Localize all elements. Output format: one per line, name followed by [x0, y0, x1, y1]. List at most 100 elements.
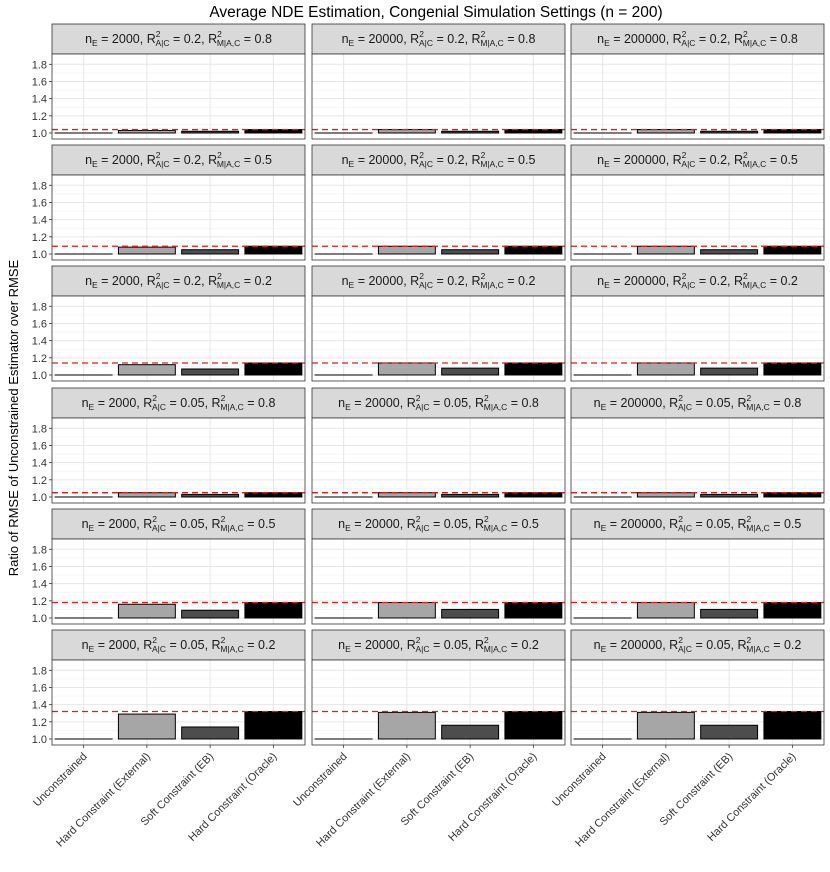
y-tick-label: 1.0: [32, 370, 47, 382]
bar-hard-constraint-oracle: [763, 711, 822, 740]
facet-panel: nE = 200000, R2 A|C = 0.2, R2 M|A,C = 0.5: [570, 144, 825, 261]
y-tick-label: 1.2: [32, 353, 47, 365]
y-tick-label: 1.2: [32, 596, 47, 608]
panel-border: [51, 538, 306, 625]
facet-panel: nE = 2000, R2 A|C = 0.2, R2 M|A,C = 0.2 1.0…: [32, 265, 306, 382]
bar-hard-constraint-oracle: [763, 602, 822, 619]
panel-border: [311, 174, 566, 261]
panel-border: [311, 53, 566, 140]
facet-strip: [311, 387, 566, 419]
plot-background: [52, 418, 305, 503]
facet-panel: nE = 200000, R2 A|C = 0.2, R2 M|A,C = 0.2: [570, 265, 825, 382]
facet-strip: [311, 508, 566, 540]
bar-soft-constraint-eb: [181, 368, 240, 376]
plot-background: [312, 54, 565, 139]
facet-panel: nE = 2000, R2 A|C = 0.05, R2 M|A,C = 0.8 1.…: [32, 387, 306, 504]
facet-strip: [51, 629, 306, 661]
panel-border: [570, 417, 825, 504]
facet-strip: [570, 144, 825, 176]
bar-hard-constraint-external: [636, 711, 695, 740]
facet-strip-label: nE = 20000, R2 A|C = 0.2, R2 M|A,C = 0.5: [342, 150, 536, 169]
y-axis-title: Ratio of RMSE of Unconstrained Estimator…: [6, 259, 21, 576]
facet-strip-label: nE = 200000, R2 A|C = 0.2, R2 M|A,C = 0.8: [597, 29, 798, 48]
bar-soft-constraint-eb: [181, 609, 240, 619]
facet-strip: [51, 387, 306, 419]
facet-panel: nE = 20000, R2 A|C = 0.05, R2 M|A,C = 0.8: [311, 387, 566, 504]
facet-panel: nE = 200000, R2 A|C = 0.05, R2 M|A,C = 0.8: [570, 387, 825, 504]
facet-panel: nE = 2000, R2 A|C = 0.05, R2 M|A,C = 0.5 1.…: [32, 508, 306, 625]
facet-strip-label: nE = 20000, R2 A|C = 0.05, R2 M|A,C = 0.2: [338, 635, 539, 654]
bar-soft-constraint-eb: [441, 249, 500, 255]
facet-strip-label: nE = 20000, R2 A|C = 0.2, R2 M|A,C = 0.8: [342, 29, 536, 48]
facet-panel: nE = 20000, R2 A|C = 0.05, R2 M|A,C = 0.2: [311, 629, 566, 746]
bar-soft-constraint-eb: [700, 608, 759, 619]
bar-hard-constraint-external: [117, 129, 176, 134]
y-tick-label: 1.4: [32, 336, 47, 348]
y-tick-label: 1.8: [32, 301, 47, 313]
panel-border: [51, 659, 306, 746]
y-tick-label: 1.8: [32, 180, 47, 192]
panel-border: [51, 295, 306, 382]
y-tick-label: 1.4: [32, 458, 47, 470]
bar-soft-constraint-eb: [700, 249, 759, 255]
x-category-label: Unconstrained: [550, 751, 609, 810]
y-tick-label: 1.6: [32, 318, 47, 330]
facet-strip: [570, 629, 825, 661]
bar-hard-constraint-external: [117, 364, 176, 376]
facet-strip-label: nE = 20000, R2 A|C = 0.05, R2 M|A,C = 0.8: [338, 393, 539, 412]
y-tick-label: 1.4: [32, 579, 47, 591]
facet-panel: nE = 2000, R2 A|C = 0.05, R2 M|A,C = 0.2 1.…: [32, 629, 306, 746]
bar-hard-constraint-external: [117, 603, 176, 619]
facet-strip-label: nE = 2000, R2 A|C = 0.2, R2 M|A,C = 0.8: [85, 29, 272, 48]
facet-panel: nE = 200000, R2 A|C = 0.05, R2 M|A,C = 0.2: [570, 629, 825, 746]
facet-strip-label: nE = 200000, R2 A|C = 0.05, R2 M|A,C = 0.5: [594, 514, 802, 533]
plot-background: [571, 54, 824, 139]
bar-hard-constraint-external: [636, 245, 695, 255]
facet-panel: nE = 200000, R2 A|C = 0.05, R2 M|A,C = 0.5: [570, 508, 825, 625]
facet-strip: [51, 144, 306, 176]
panel-border: [570, 538, 825, 625]
bar-hard-constraint-oracle: [244, 711, 303, 740]
facet-strip-label: nE = 200000, R2 A|C = 0.2, R2 M|A,C = 0.5: [597, 150, 798, 169]
facet-panel: nE = 20000, R2 A|C = 0.2, R2 M|A,C = 0.8: [311, 23, 566, 140]
facet-panel: nE = 2000, R2 A|C = 0.2, R2 M|A,C = 0.8 1.0…: [32, 23, 306, 140]
y-tick-label: 1.4: [32, 94, 47, 106]
facet-strip-label: nE = 200000, R2 A|C = 0.05, R2 M|A,C = 0.8: [594, 393, 802, 412]
bar-soft-constraint-eb: [700, 724, 759, 740]
facet-panel: nE = 20000, R2 A|C = 0.05, R2 M|A,C = 0.5: [311, 508, 566, 625]
facet-panel: nE = 20000, R2 A|C = 0.2, R2 M|A,C = 0.5: [311, 144, 566, 261]
panel-border: [570, 659, 825, 746]
plot-background: [571, 418, 824, 503]
bar-soft-constraint-eb: [700, 493, 759, 498]
facet-strip: [570, 23, 825, 55]
y-tick-label: 1.6: [32, 561, 47, 573]
bar-hard-constraint-oracle: [504, 362, 563, 376]
facet-strip-label: nE = 2000, R2 A|C = 0.2, R2 M|A,C = 0.2: [85, 271, 272, 290]
y-tick-label: 1.6: [32, 197, 47, 209]
bar-hard-constraint-oracle: [244, 602, 303, 619]
facet-strip-label: nE = 2000, R2 A|C = 0.2, R2 M|A,C = 0.5: [85, 150, 272, 169]
y-tick-label: 1.6: [32, 440, 47, 452]
bar-soft-constraint-eb: [181, 249, 240, 255]
panel-border: [311, 538, 566, 625]
y-tick-label: 1.0: [32, 734, 47, 746]
facet-panels: nE = 2000, R2 A|C = 0.2, R2 M|A,C = 0.8 1.0…: [32, 23, 825, 746]
panel-border: [311, 417, 566, 504]
y-tick-label: 1.6: [32, 76, 47, 88]
panel-border: [311, 659, 566, 746]
bar-hard-constraint-oracle: [504, 602, 563, 619]
bar-hard-constraint-external: [636, 602, 695, 619]
bar-hard-constraint-external: [117, 246, 176, 255]
bar-soft-constraint-eb: [441, 367, 500, 376]
facet-strip-label: nE = 200000, R2 A|C = 0.2, R2 M|A,C = 0.2: [597, 271, 798, 290]
y-tick-label: 1.4: [32, 700, 47, 712]
facet-strip-label: nE = 200000, R2 A|C = 0.05, R2 M|A,C = 0.2: [594, 635, 802, 654]
bar-hard-constraint-external: [377, 245, 436, 255]
bar-hard-constraint-external: [636, 362, 695, 376]
facet-strip-label: nE = 2000, R2 A|C = 0.05, R2 M|A,C = 0.5: [82, 514, 276, 533]
y-tick-label: 1.2: [32, 232, 47, 244]
bar-hard-constraint-oracle: [244, 245, 303, 255]
y-tick-label: 1.2: [32, 111, 47, 123]
panel-border: [570, 295, 825, 382]
